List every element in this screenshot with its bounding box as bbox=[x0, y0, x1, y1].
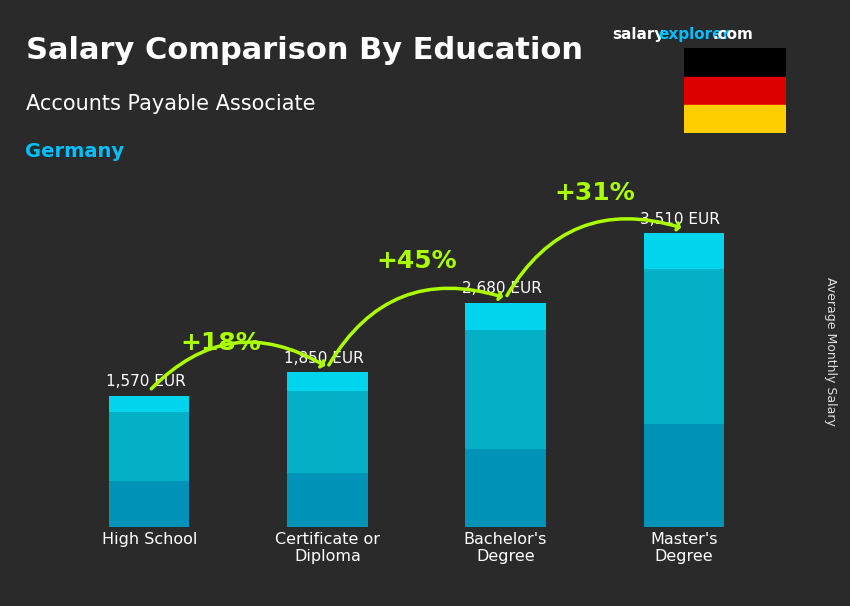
Bar bbox=[287, 473, 367, 527]
Text: 3,510 EUR: 3,510 EUR bbox=[640, 211, 720, 227]
Text: 2,680 EUR: 2,680 EUR bbox=[462, 281, 541, 296]
Bar bbox=[110, 396, 190, 527]
Bar bbox=[643, 233, 723, 268]
Text: 1,850 EUR: 1,850 EUR bbox=[284, 351, 364, 365]
Bar bbox=[466, 303, 546, 330]
Text: +45%: +45% bbox=[377, 249, 456, 273]
Text: explorer: explorer bbox=[659, 27, 731, 42]
Bar bbox=[684, 77, 786, 105]
Text: +31%: +31% bbox=[554, 181, 635, 205]
Text: Accounts Payable Associate: Accounts Payable Associate bbox=[26, 94, 315, 114]
Bar bbox=[643, 233, 723, 527]
Text: Salary Comparison By Education: Salary Comparison By Education bbox=[26, 36, 582, 65]
Bar bbox=[110, 396, 190, 411]
Text: .com: .com bbox=[712, 27, 753, 42]
Text: salary: salary bbox=[612, 27, 665, 42]
Bar bbox=[684, 105, 786, 133]
Bar bbox=[287, 373, 367, 391]
Text: Germany: Germany bbox=[26, 142, 125, 161]
Bar bbox=[110, 481, 190, 527]
Bar bbox=[466, 303, 546, 527]
Text: +18%: +18% bbox=[180, 331, 261, 355]
Text: Average Monthly Salary: Average Monthly Salary bbox=[824, 277, 837, 426]
Bar bbox=[287, 373, 367, 527]
Bar bbox=[643, 424, 723, 527]
Bar bbox=[684, 48, 786, 77]
Text: 1,570 EUR: 1,570 EUR bbox=[105, 374, 185, 389]
Bar bbox=[466, 448, 546, 527]
